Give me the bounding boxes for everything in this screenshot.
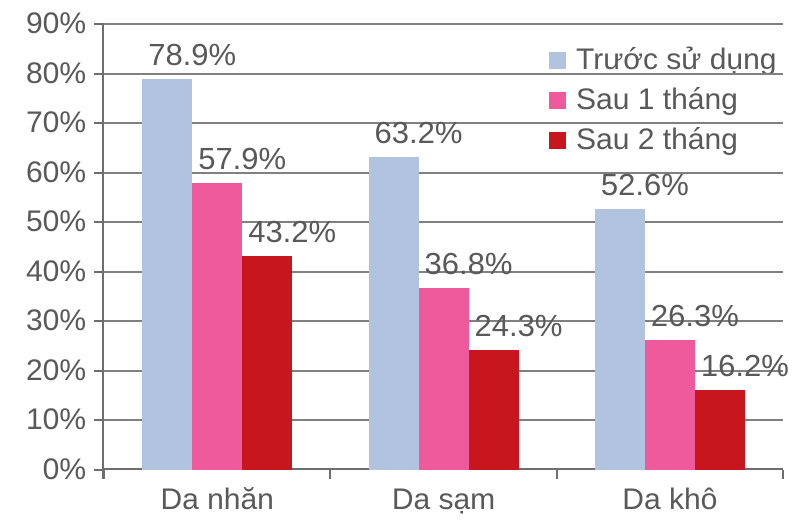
y-tick-label: 10% <box>25 403 86 437</box>
legend-label: Sau 1 tháng <box>576 83 738 116</box>
bar-data-label: 26.3% <box>650 297 739 333</box>
gridline <box>104 23 783 25</box>
y-tick-label: 90% <box>25 7 86 40</box>
x-category-label: Da nhăn <box>160 483 274 516</box>
bar-data-label: 16.2% <box>700 347 789 383</box>
bar-data-label: 24.3% <box>474 307 563 343</box>
y-tick <box>94 72 104 75</box>
bar-data-label: 52.6% <box>600 167 689 203</box>
y-tick <box>94 369 104 372</box>
y-tick-label: 20% <box>25 353 86 387</box>
legend-label: Sau 2 tháng <box>576 123 738 156</box>
y-tick <box>94 270 104 273</box>
y-tick <box>94 122 104 125</box>
legend-item: Trước sử dụng <box>549 40 776 80</box>
y-tick <box>94 23 104 25</box>
x-tick <box>782 470 784 479</box>
bar-data-label: 36.8% <box>424 245 513 281</box>
bar-data-label: 63.2% <box>374 114 463 150</box>
legend-swatch <box>549 131 566 149</box>
x-category-label: Da khô <box>622 483 718 516</box>
y-tick-label: 40% <box>25 254 86 288</box>
bar-data-label: 78.9% <box>148 37 237 72</box>
bar <box>142 79 193 470</box>
legend: Trước sử dụng Sau 1 tháng Sau 2 tháng <box>549 40 776 160</box>
bar <box>192 183 243 470</box>
bar-data-label: 57.9% <box>198 141 287 177</box>
y-tick <box>94 171 104 174</box>
y-tick-label: 50% <box>25 205 86 239</box>
bar <box>242 255 293 470</box>
y-tick <box>94 469 104 471</box>
gridline <box>104 171 783 174</box>
y-tick-label: 80% <box>25 56 86 90</box>
y-axis-line <box>102 24 104 479</box>
gridline <box>104 221 783 224</box>
y-tick-label: 30% <box>25 304 86 338</box>
bar <box>694 389 745 470</box>
bar <box>418 287 469 470</box>
gridline <box>104 72 783 75</box>
bar <box>368 156 419 470</box>
y-tick-label: 60% <box>25 155 86 189</box>
x-category-label: Da sạm <box>391 483 496 516</box>
bar-data-label: 43.2% <box>248 213 337 249</box>
y-tick <box>94 221 104 224</box>
legend-item: Sau 2 tháng <box>549 120 776 160</box>
y-tick <box>94 419 104 422</box>
x-tick <box>555 470 558 479</box>
gridline <box>104 270 783 273</box>
bar <box>644 339 695 470</box>
bar <box>468 349 519 470</box>
y-tick-label: 0% <box>42 453 86 486</box>
y-tick-label: 70% <box>25 106 86 140</box>
legend-label: Trước sử dụng <box>576 43 777 76</box>
legend-swatch <box>549 51 566 69</box>
y-tick <box>94 320 104 323</box>
gridline <box>104 122 783 125</box>
bar <box>594 209 645 470</box>
x-tick <box>103 470 105 479</box>
legend-item: Sau 1 tháng <box>549 80 776 120</box>
x-tick <box>329 470 332 479</box>
legend-swatch <box>549 91 566 109</box>
